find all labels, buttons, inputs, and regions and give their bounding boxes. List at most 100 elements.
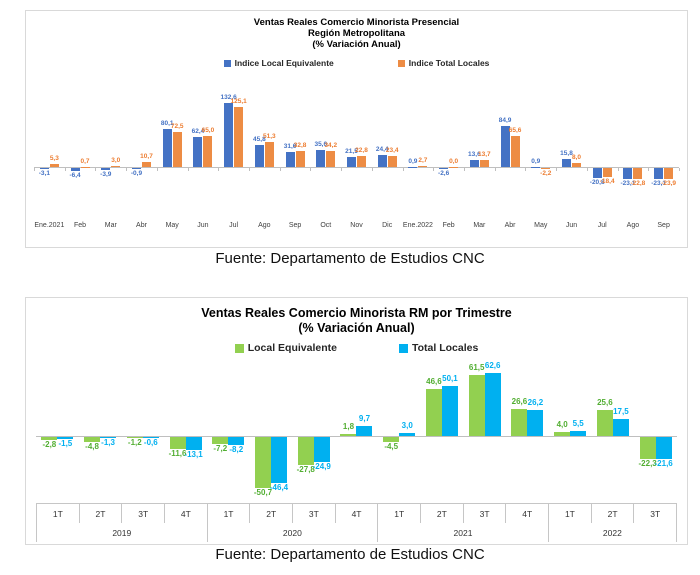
bar-series1 [254, 145, 264, 167]
monthly-source-text: Fuente: Departamento de Estudios CNC [215, 250, 485, 267]
bar-value-label: -23,1 [651, 180, 667, 188]
axis-label-month: Oct [320, 222, 332, 229]
category-slot: 62,4 65,0 [188, 92, 219, 232]
quarterly-category-axis: 1T 2T 3T 4T 1T 2T 3T 4T 1T 2T 3T 4T 1T 2T 3T 2019 2020 2… [36, 503, 678, 542]
bar-value-label: -2,2 [540, 170, 552, 178]
quarterly-chart-panel[interactable]: Ventas Reales Comercio Minorista RM por … [25, 297, 688, 545]
bar-value-label: 25,6 [597, 398, 613, 408]
category-slot: -3,1 5,3 [34, 92, 65, 232]
bar-value-label: 65,6 [508, 126, 522, 134]
category-slot: 0,9 2,7 [403, 92, 434, 232]
bar-value-label: 34,2 [324, 141, 338, 149]
category-slot: 24,4 23,4 [372, 92, 403, 232]
legend-item-indice-local-equivalente: Indice Local Equivalente [223, 58, 334, 68]
category-slot: 132,6 125,1 [218, 92, 249, 232]
axis-tick [617, 168, 619, 171]
legend-swatch-cyan [398, 343, 408, 353]
legend-item-total-locales: Total Locales [398, 342, 479, 354]
category-slot: -6,4 0,7 [65, 92, 96, 232]
bar-value-label: 22,8 [355, 147, 368, 155]
bar-series2 [356, 156, 366, 167]
legend-label: Total Locales [411, 342, 479, 354]
bar-series2 [399, 433, 416, 436]
bar-series1 [346, 156, 356, 167]
bar-value-label: -21,6 [654, 458, 673, 468]
axis-label-month: Dic [382, 222, 393, 229]
category-slot: -0,9 10,7 [126, 92, 157, 232]
bar-value-label: 8,0 [571, 154, 581, 162]
quarterly-chart-title: Ventas Reales Comercio Minorista RM por … [26, 306, 687, 336]
bar-value-label: 80,1 [160, 119, 174, 127]
bar-value-label: -46,4 [269, 483, 289, 493]
monthly-title-line3: (% Variación Anual) [312, 39, 401, 50]
axis-label-year: 2020 [208, 523, 379, 542]
axis-label-month: Sep [657, 222, 670, 229]
bar-series1 [84, 437, 101, 442]
category-slot: 45,8 51,3 [249, 92, 280, 232]
bar-series1 [41, 437, 58, 440]
category-slot: -7,2 -8,2 [207, 368, 250, 503]
bar-series1 [654, 168, 664, 180]
axis-tick [371, 168, 373, 171]
bar-series2 [295, 151, 305, 167]
axis-label-year: 2019 [37, 523, 208, 542]
bar-value-label: -20,8 [589, 178, 605, 186]
monthly-chart-title: Ventas Reales Comercio Minorista Presenc… [26, 17, 687, 50]
axis-label-month: May [165, 222, 179, 229]
bar-value-label: 1,8 [342, 422, 355, 432]
bar-value-label: -13,1 [184, 450, 203, 460]
bar-series1 [224, 103, 234, 167]
axis-label-month: Ago [258, 222, 271, 229]
bar-series1 [340, 434, 357, 436]
axis-label-month: Sep [288, 222, 302, 229]
category-slot: -4,8 -1,3 [79, 368, 122, 503]
bar-value-label: 3,0 [401, 421, 413, 430]
bar-series1 [623, 168, 633, 180]
axis-tick [310, 168, 312, 171]
monthly-title-line1: Ventas Reales Comercio Minorista Presenc… [253, 17, 460, 28]
bar-series2 [510, 135, 520, 167]
bar-value-label: -3,1 [38, 170, 50, 178]
bar-value-label: 21,5 [345, 147, 358, 155]
bar-value-label: 45,8 [253, 136, 266, 144]
bar-value-label: 125,1 [230, 97, 247, 105]
axis-tick [648, 168, 650, 171]
axis-label-quarter: 2T [80, 504, 123, 523]
legend-swatch-green [234, 343, 244, 353]
category-slot: -20,8 -18,4 [587, 92, 618, 232]
bar-series1 [425, 389, 442, 436]
bar-series2 [570, 430, 587, 436]
bar-value-label: -27,8 [296, 464, 315, 474]
bar-series1 [285, 151, 295, 167]
bar-series1 [468, 374, 485, 436]
category-slot: 1,8 9,7 [335, 368, 378, 503]
axis-label-month: Jun [197, 222, 209, 229]
bar-value-label: -4,5 [384, 441, 399, 451]
bar-value-label: -1,2 [127, 438, 142, 448]
bar-series1 [39, 168, 49, 170]
monthly-title-line2: Región Metropolitana [307, 28, 406, 39]
quarterly-title-line2: (% Variación Anual) [298, 321, 415, 335]
bar-series2 [100, 437, 117, 439]
axis-label-month: Abr [136, 222, 147, 229]
legend-item-local-equivalente: Local Equivalente [234, 342, 337, 354]
bar-series1 [255, 437, 272, 488]
category-slot: 46,6 50,1 [421, 368, 464, 503]
axis-label-month: Ene.2022 [402, 222, 433, 229]
axis-tick [95, 168, 97, 171]
axis-tick [156, 168, 158, 171]
category-slot: 25,6 17,5 [592, 368, 635, 503]
bar-series2 [271, 437, 288, 484]
axis-label-year: 2022 [549, 523, 677, 542]
axis-tick [34, 168, 35, 171]
legend-label: Local Equivalente [247, 342, 337, 354]
monthly-chart-panel[interactable]: Ventas Reales Comercio Minorista Presenc… [25, 10, 688, 248]
bar-series2 [228, 437, 245, 446]
category-slot: 80,1 72,5 [157, 92, 188, 232]
bar-value-label: -2,6 [438, 170, 450, 178]
bar-series2 [111, 165, 121, 167]
bar-value-label: 26,6 [511, 397, 528, 407]
bar-series1 [469, 160, 479, 167]
bar-series2 [418, 165, 428, 167]
axis-tick [463, 168, 465, 171]
